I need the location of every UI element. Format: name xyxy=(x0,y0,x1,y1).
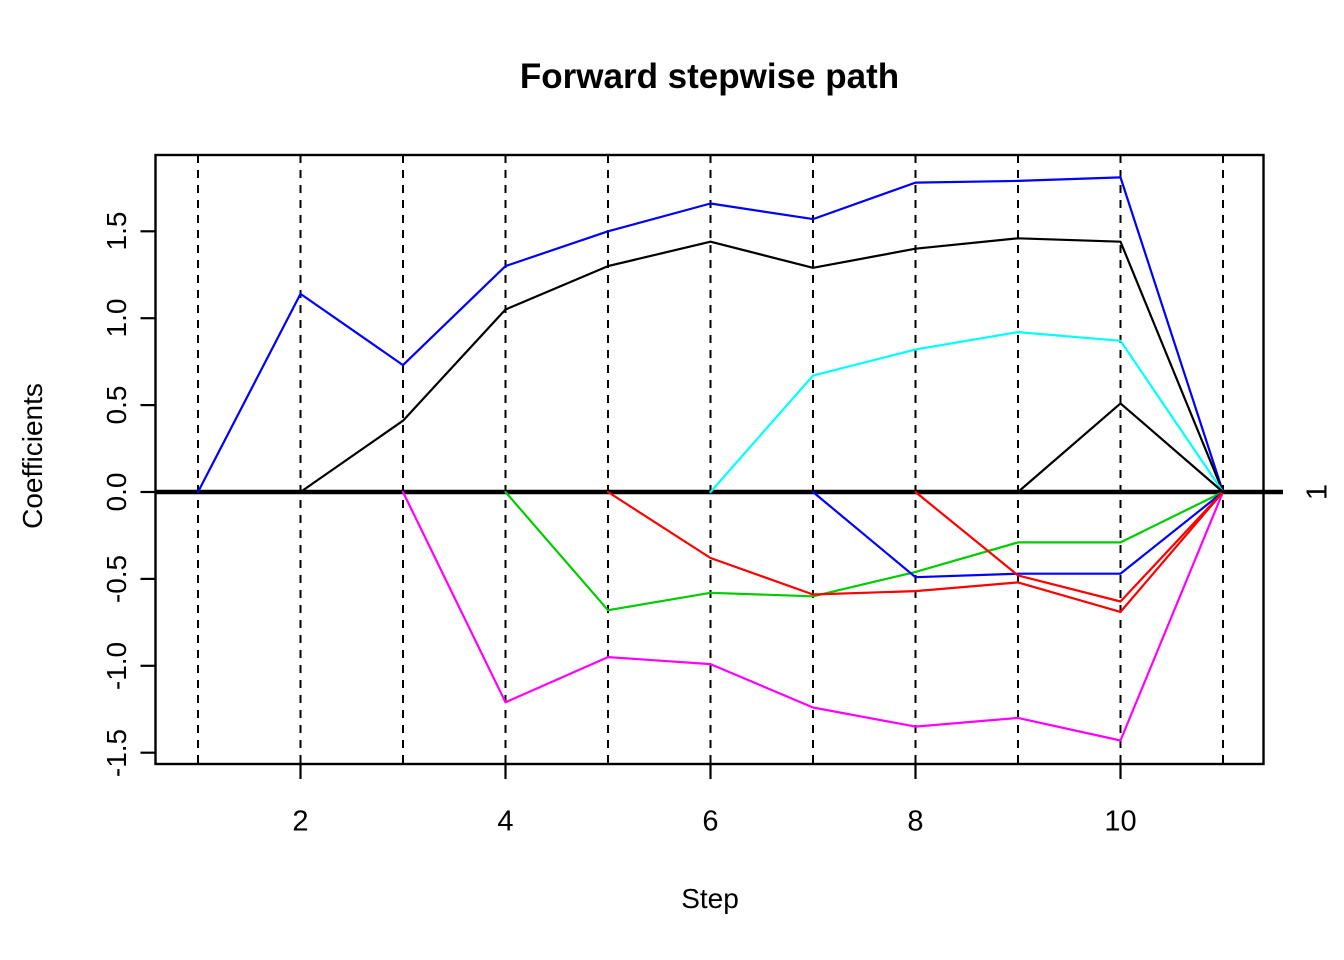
plot-border xyxy=(154,153,1265,766)
series-line-coef-8 xyxy=(914,490,1225,603)
x-tick-label: 2 xyxy=(292,805,309,838)
chart-title: Forward stepwise path xyxy=(519,57,900,96)
series-line-coef-6 xyxy=(709,331,1225,494)
x-tick-label: 8 xyxy=(907,805,924,838)
x-tick-label: 6 xyxy=(702,805,719,838)
y-tick-label: 0.5 xyxy=(101,385,132,425)
series-line-coef-5 xyxy=(606,490,1225,614)
series-line-coef-7 xyxy=(811,490,1225,579)
y-tick-label: -1.0 xyxy=(101,641,132,690)
y-tick-label: 1.5 xyxy=(101,211,132,251)
series-line-coef-2 xyxy=(299,237,1225,494)
series-line-coef-9 xyxy=(1016,402,1225,494)
y-tick-label: 1.0 xyxy=(101,298,132,338)
x-axis-title: Step xyxy=(681,883,739,914)
y-tick-label: 0.0 xyxy=(101,472,132,512)
x-tick-label: 4 xyxy=(497,805,514,838)
y-tick-label: -1.5 xyxy=(101,728,132,777)
series-line-coef-1 xyxy=(196,176,1225,494)
x-tick-label: 10 xyxy=(1104,805,1137,838)
series-line-coef-4 xyxy=(504,490,1225,612)
y-tick-label: -0.5 xyxy=(101,554,132,604)
series-line-coef-3 xyxy=(401,490,1225,742)
